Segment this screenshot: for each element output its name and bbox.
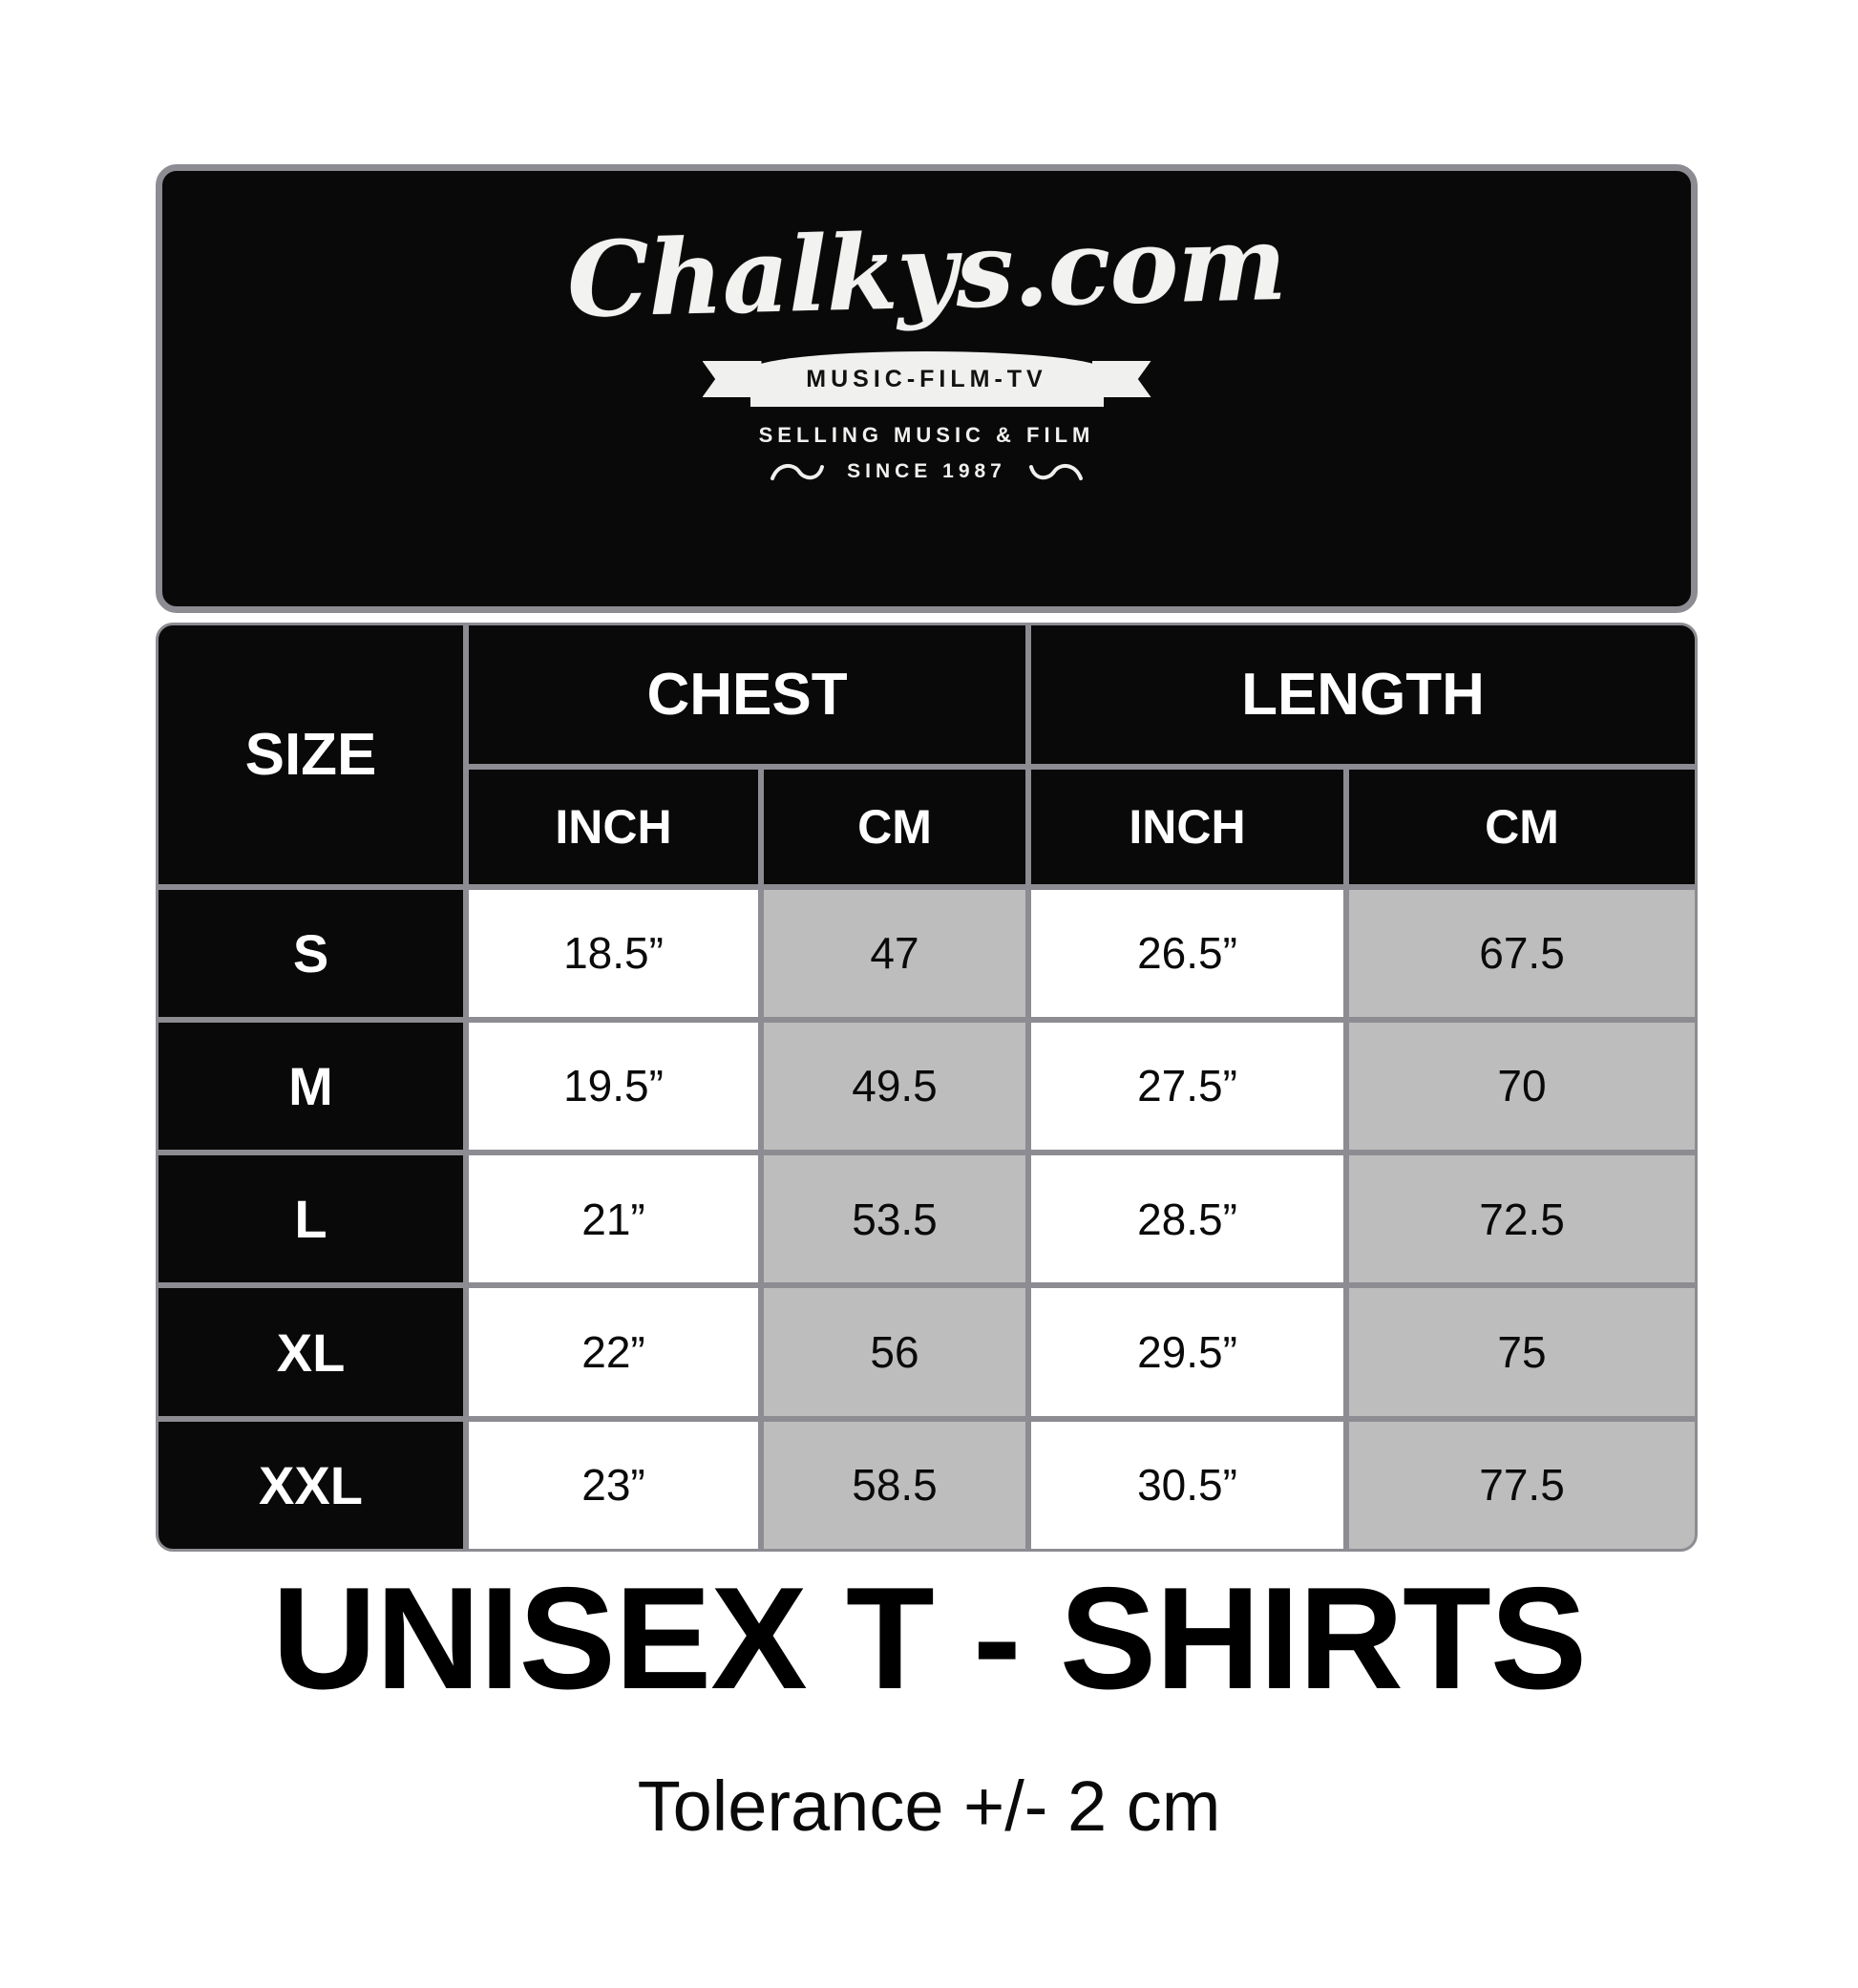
cell-length-inch: 30.5”	[1028, 1418, 1347, 1552]
cell-length-cm: 67.5	[1346, 886, 1699, 1020]
cell-chest-cm: 56	[761, 1285, 1029, 1419]
column-header-chest-inch: INCH	[466, 767, 761, 887]
ribbon-band: MUSIC-FILM-TV	[750, 351, 1104, 407]
table-header-row-groups: SIZE CHEST LENGTH	[156, 623, 1699, 887]
cell-size: S	[156, 886, 466, 1020]
column-group-length: LENGTH	[1028, 623, 1699, 768]
cell-chest-cm: 53.5	[761, 1153, 1029, 1286]
cell-length-inch: 26.5”	[1028, 886, 1347, 1020]
brand-wordmark: Chalkys.com	[565, 202, 1288, 342]
since-row: SINCE 1987	[769, 459, 1085, 484]
table-row: XXL 23” 58.5 30.5” 77.5	[156, 1418, 1699, 1552]
cell-chest-cm: 47	[761, 886, 1029, 1020]
ribbon-label: MUSIC-FILM-TV	[806, 365, 1047, 392]
column-header-length-inch: INCH	[1028, 767, 1347, 887]
cell-chest-inch: 19.5”	[466, 1019, 761, 1153]
brand-header-panel: Chalkys.com MUSIC-FILM-TV SELLING MUSIC …	[156, 164, 1698, 613]
column-header-chest-cm: CM	[761, 767, 1029, 887]
size-measurement-table: SIZE CHEST LENGTH INCH CM INCH CM S 18.5…	[156, 623, 1699, 1552]
cell-chest-cm: 58.5	[761, 1418, 1029, 1552]
cell-chest-cm: 49.5	[761, 1019, 1029, 1153]
tolerance-note: Tolerance +/- 2 cm	[637, 1766, 1221, 1846]
column-group-chest: CHEST	[466, 623, 1029, 768]
cell-size: L	[156, 1153, 466, 1286]
cell-length-cm: 77.5	[1346, 1418, 1699, 1552]
flourish-left-icon	[771, 464, 825, 480]
cell-length-inch: 27.5”	[1028, 1019, 1347, 1153]
banner-ribbon: MUSIC-FILM-TV	[702, 349, 1151, 410]
flourish-right-icon	[1028, 464, 1083, 480]
cell-chest-inch: 22”	[466, 1285, 761, 1419]
table-header-row-units: INCH CM INCH CM	[156, 767, 1699, 887]
table-row: L 21” 53.5 28.5” 72.5	[156, 1153, 1699, 1286]
cell-length-inch: 29.5”	[1028, 1285, 1347, 1419]
column-header-length-cm: CM	[1346, 767, 1699, 887]
cell-size: XXL	[156, 1418, 466, 1552]
cell-chest-inch: 23”	[466, 1418, 761, 1552]
cell-length-cm: 70	[1346, 1019, 1699, 1153]
brand-tagline: SELLING MUSIC & FILM	[758, 423, 1095, 447]
table-row: S 18.5” 47 26.5” 67.5	[156, 886, 1699, 1020]
table-row: M 19.5” 49.5 27.5” 70	[156, 1019, 1699, 1153]
cell-chest-inch: 18.5”	[466, 886, 761, 1020]
cell-length-cm: 72.5	[1346, 1153, 1699, 1286]
cell-length-cm: 75	[1346, 1285, 1699, 1419]
page-title: UNISEX T - SHIRTS	[271, 1557, 1587, 1720]
cell-size: XL	[156, 1285, 466, 1419]
cell-size: M	[156, 1019, 466, 1153]
table-row: XL 22” 56 29.5” 75	[156, 1285, 1699, 1419]
cell-chest-inch: 21”	[466, 1153, 761, 1286]
brand-since-label: SINCE 1987	[847, 460, 1006, 482]
cell-length-inch: 28.5”	[1028, 1153, 1347, 1286]
column-header-size: SIZE	[156, 623, 466, 887]
